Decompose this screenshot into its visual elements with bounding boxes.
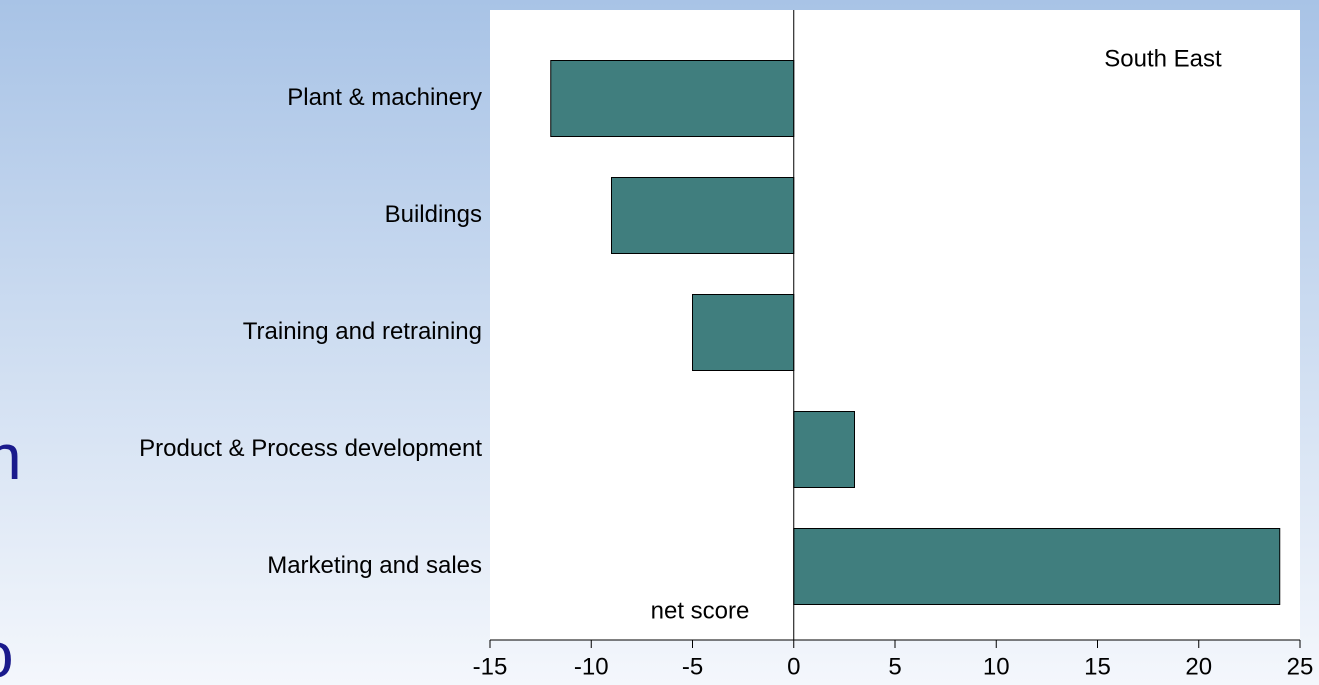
- bar: [611, 177, 795, 254]
- y-tick-label: Training and retraining: [243, 318, 482, 345]
- x-tick-label: -10: [574, 653, 609, 680]
- slide-text: n: [0, 421, 22, 493]
- x-tick-label: 20: [1185, 653, 1212, 680]
- bar: [793, 528, 1281, 605]
- x-tick-label: 15: [1084, 653, 1111, 680]
- slide-text: o: [0, 619, 14, 685]
- annotation: net score: [651, 597, 750, 624]
- x-tick-label: 25: [1287, 653, 1314, 680]
- y-tick-label: Marketing and sales: [267, 552, 482, 579]
- y-tick-label: Buildings: [385, 201, 482, 228]
- bar: [692, 294, 795, 371]
- annotation: South East: [1104, 45, 1222, 72]
- x-tick-label: 5: [888, 653, 901, 680]
- x-tick-label: -5: [682, 653, 703, 680]
- bar: [550, 60, 795, 137]
- y-tick-label: Product & Process development: [139, 435, 482, 462]
- x-tick-label: -15: [473, 653, 508, 680]
- bar: [793, 411, 855, 488]
- x-tick-label: 0: [787, 653, 800, 680]
- x-tick-label: 10: [983, 653, 1010, 680]
- y-tick-label: Plant & machinery: [287, 84, 482, 111]
